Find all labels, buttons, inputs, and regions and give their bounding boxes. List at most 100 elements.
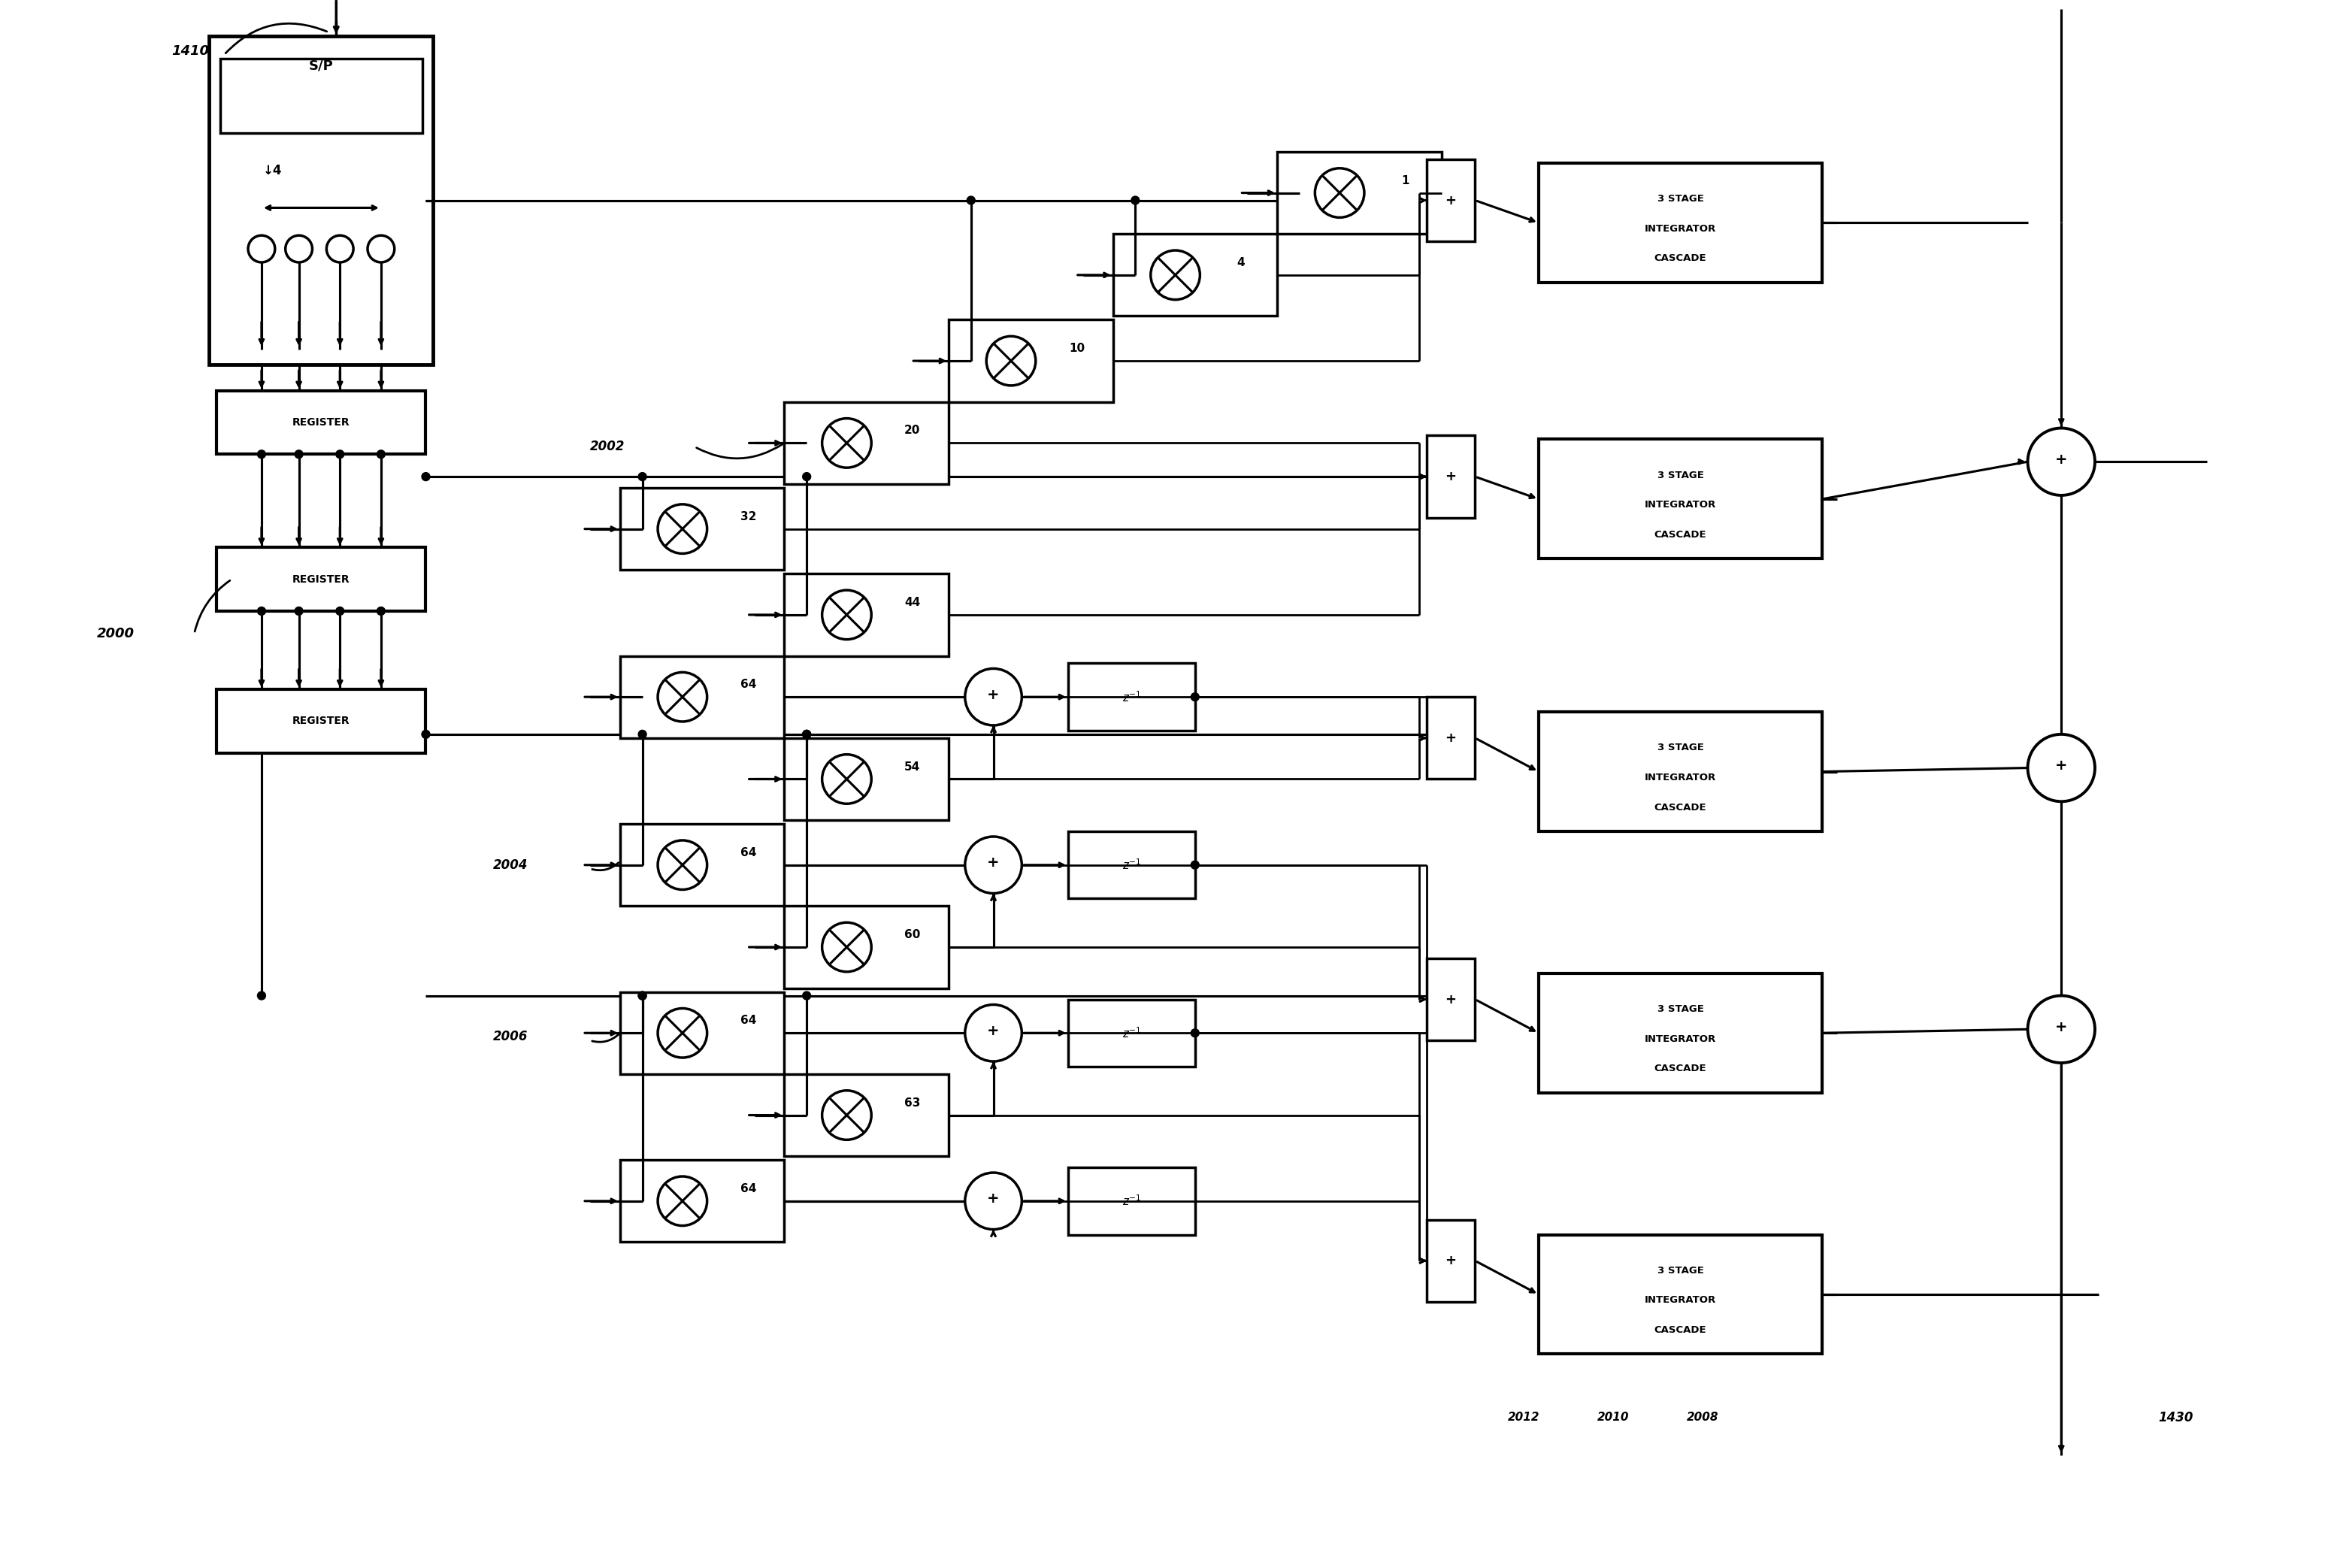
Text: 10: 10 bbox=[1068, 343, 1085, 354]
Circle shape bbox=[822, 1090, 872, 1140]
Circle shape bbox=[1190, 693, 1200, 701]
Text: 54: 54 bbox=[904, 760, 921, 773]
Text: 2004: 2004 bbox=[492, 858, 527, 872]
Text: +: + bbox=[1446, 470, 1457, 483]
Bar bbox=[1427, 436, 1476, 517]
Circle shape bbox=[965, 1005, 1022, 1062]
Text: 64: 64 bbox=[740, 1184, 757, 1195]
Text: CASCADE: CASCADE bbox=[1654, 254, 1706, 263]
Circle shape bbox=[377, 450, 384, 458]
Bar bbox=[785, 401, 949, 485]
Circle shape bbox=[377, 607, 384, 615]
Circle shape bbox=[658, 673, 708, 721]
Circle shape bbox=[368, 235, 394, 262]
Text: $z^{-1}$: $z^{-1}$ bbox=[1122, 690, 1141, 704]
Bar bbox=[785, 574, 949, 655]
Text: INTEGRATOR: INTEGRATOR bbox=[1645, 1295, 1715, 1305]
Circle shape bbox=[1190, 861, 1200, 869]
Bar bbox=[1427, 958, 1476, 1041]
Text: +: + bbox=[1446, 193, 1457, 207]
Bar bbox=[1539, 712, 1823, 831]
Circle shape bbox=[295, 450, 302, 458]
Text: 3 STAGE: 3 STAGE bbox=[1657, 743, 1703, 753]
Circle shape bbox=[658, 505, 708, 554]
Text: 2008: 2008 bbox=[1687, 1411, 1720, 1424]
Bar bbox=[1539, 1234, 1823, 1355]
Circle shape bbox=[637, 731, 647, 739]
Circle shape bbox=[1314, 168, 1364, 218]
Circle shape bbox=[637, 991, 647, 1000]
Bar bbox=[220, 58, 422, 133]
Text: +: + bbox=[2055, 1019, 2067, 1035]
Circle shape bbox=[965, 668, 1022, 726]
Circle shape bbox=[2027, 428, 2095, 495]
Text: 3 STAGE: 3 STAGE bbox=[1657, 1004, 1703, 1014]
Text: 2000: 2000 bbox=[96, 627, 136, 640]
Bar bbox=[1539, 163, 1823, 282]
Circle shape bbox=[258, 450, 265, 458]
Circle shape bbox=[986, 336, 1036, 386]
Text: 20: 20 bbox=[904, 425, 921, 436]
Circle shape bbox=[822, 922, 872, 972]
Text: +: + bbox=[986, 1024, 1000, 1038]
Circle shape bbox=[637, 472, 647, 481]
Text: 2010: 2010 bbox=[1598, 1411, 1628, 1424]
Bar bbox=[216, 390, 426, 455]
Text: S/P: S/P bbox=[309, 60, 333, 72]
Text: 60: 60 bbox=[904, 930, 921, 941]
Bar bbox=[621, 1160, 785, 1242]
Text: 63: 63 bbox=[904, 1098, 921, 1109]
Text: $z^{-1}$: $z^{-1}$ bbox=[1122, 1193, 1141, 1207]
Circle shape bbox=[1190, 1029, 1200, 1036]
Circle shape bbox=[804, 472, 811, 481]
Bar bbox=[949, 320, 1113, 401]
Text: +: + bbox=[986, 687, 1000, 702]
Circle shape bbox=[335, 450, 344, 458]
Text: 1410: 1410 bbox=[171, 44, 209, 58]
Text: INTEGRATOR: INTEGRATOR bbox=[1645, 773, 1715, 782]
Text: 3 STAGE: 3 STAGE bbox=[1657, 194, 1703, 204]
Bar bbox=[621, 823, 785, 906]
Bar bbox=[1427, 160, 1476, 241]
Bar bbox=[1068, 1168, 1195, 1234]
Text: $z^{-1}$: $z^{-1}$ bbox=[1122, 858, 1141, 872]
Text: 1: 1 bbox=[1401, 176, 1408, 187]
Text: 2002: 2002 bbox=[590, 441, 626, 453]
Bar bbox=[1539, 439, 1823, 558]
Circle shape bbox=[1150, 251, 1200, 299]
Text: +: + bbox=[1446, 1254, 1457, 1267]
Text: INTEGRATOR: INTEGRATOR bbox=[1645, 224, 1715, 234]
Text: 64: 64 bbox=[740, 1014, 757, 1027]
Text: 64: 64 bbox=[740, 679, 757, 690]
Text: REGISTER: REGISTER bbox=[293, 717, 349, 726]
Text: CASCADE: CASCADE bbox=[1654, 1325, 1706, 1334]
Circle shape bbox=[822, 754, 872, 804]
Circle shape bbox=[2027, 734, 2095, 801]
Text: 4: 4 bbox=[1237, 257, 1244, 268]
Circle shape bbox=[804, 731, 811, 739]
Text: 44: 44 bbox=[904, 597, 921, 608]
Bar bbox=[216, 690, 426, 753]
Text: $z^{-1}$: $z^{-1}$ bbox=[1122, 1025, 1141, 1040]
Text: CASCADE: CASCADE bbox=[1654, 803, 1706, 812]
Text: +: + bbox=[2055, 452, 2067, 467]
Text: 2006: 2006 bbox=[492, 1030, 527, 1043]
Circle shape bbox=[804, 731, 811, 739]
Circle shape bbox=[804, 991, 811, 1000]
Circle shape bbox=[965, 1173, 1022, 1229]
Bar bbox=[1068, 831, 1195, 898]
Circle shape bbox=[258, 607, 265, 615]
Circle shape bbox=[335, 607, 344, 615]
Circle shape bbox=[637, 991, 647, 1000]
Bar bbox=[621, 488, 785, 571]
Bar bbox=[785, 1074, 949, 1156]
Text: 3 STAGE: 3 STAGE bbox=[1657, 1265, 1703, 1275]
Bar bbox=[1113, 234, 1277, 317]
Text: +: + bbox=[2055, 759, 2067, 773]
Text: +: + bbox=[986, 1192, 1000, 1206]
Bar bbox=[1427, 1220, 1476, 1301]
Text: 1430: 1430 bbox=[2158, 1411, 2193, 1424]
Text: INTEGRATOR: INTEGRATOR bbox=[1645, 1033, 1715, 1044]
Bar bbox=[785, 739, 949, 820]
Text: INTEGRATOR: INTEGRATOR bbox=[1645, 500, 1715, 510]
